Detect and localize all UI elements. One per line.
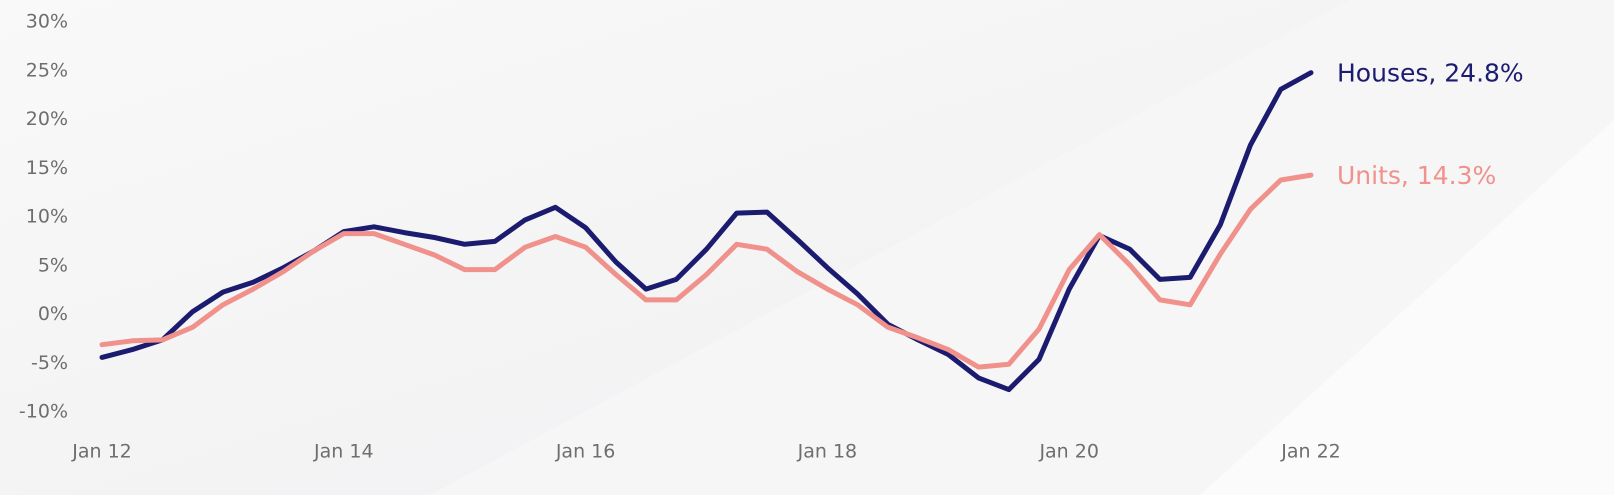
background-shape bbox=[430, 0, 1614, 495]
y-tick-label: 30% bbox=[26, 11, 68, 33]
y-tick-label: 10% bbox=[26, 206, 68, 228]
series-label: Units, 14.3% bbox=[1337, 161, 1496, 190]
y-tick-label: 15% bbox=[26, 157, 68, 179]
y-tick-label: 20% bbox=[26, 108, 68, 130]
y-tick-label: -10% bbox=[19, 401, 68, 423]
x-tick-label: Jan 16 bbox=[555, 441, 616, 463]
x-tick-label: Jan 14 bbox=[313, 441, 374, 463]
background-shape bbox=[1200, 120, 1614, 495]
y-tick-label: 5% bbox=[38, 254, 68, 276]
series-label: Houses, 24.8% bbox=[1337, 59, 1524, 88]
x-tick-label: Jan 18 bbox=[797, 441, 858, 463]
x-tick-label: Jan 12 bbox=[71, 441, 132, 463]
y-tick-label: -5% bbox=[31, 352, 68, 374]
series-line bbox=[99, 172, 1314, 370]
x-tick-label: Jan 22 bbox=[1280, 441, 1341, 463]
y-tick-label: 0% bbox=[38, 303, 68, 325]
y-tick-label: 25% bbox=[26, 59, 68, 81]
x-tick-label: Jan 20 bbox=[1038, 441, 1099, 463]
